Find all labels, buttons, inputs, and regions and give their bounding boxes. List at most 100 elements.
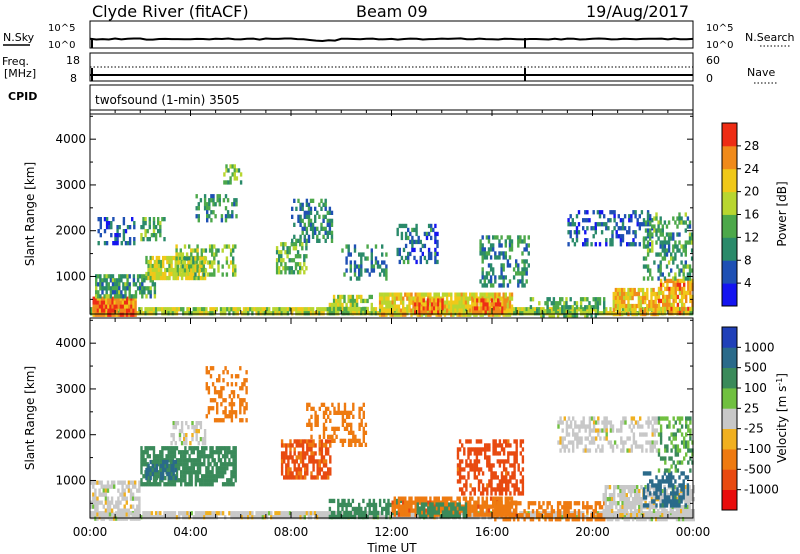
heatmap-cell	[146, 482, 149, 487]
heatmap-cell	[301, 447, 305, 452]
heatmap-cell	[219, 466, 223, 471]
heatmap-cell	[358, 506, 361, 512]
heatmap-cell	[657, 286, 661, 292]
heatmap-cell	[358, 414, 361, 419]
heatmap-cell	[157, 259, 161, 265]
heatmap-cell	[328, 511, 332, 516]
heatmap-cell	[435, 306, 438, 311]
heatmap-cell	[680, 260, 683, 265]
heatmap-cell	[124, 286, 127, 291]
heatmap-cell	[400, 255, 404, 261]
heatmap-cell	[103, 294, 106, 299]
heatmap-cell	[283, 455, 286, 460]
heatmap-cell	[314, 226, 317, 231]
heatmap-cell	[687, 282, 690, 288]
heatmap-cell	[232, 272, 235, 277]
colorbar-swatch	[722, 191, 737, 215]
heatmap-cell	[362, 498, 365, 504]
heatmap-cell	[684, 252, 687, 257]
heatmap-cell	[471, 504, 474, 509]
heatmap-cell	[131, 504, 135, 509]
heatmap-cell	[172, 421, 175, 426]
heatmap-cell	[210, 210, 213, 215]
heatmap-cell	[387, 308, 390, 313]
heatmap-cell	[508, 243, 512, 248]
heatmap-cell	[121, 300, 125, 305]
heatmap-cell	[145, 294, 148, 299]
heatmap-cell	[203, 441, 207, 446]
heatmap-cell	[416, 506, 419, 511]
heatmap-cell	[494, 439, 497, 444]
heatmap-cell	[259, 511, 262, 516]
heatmap-cell	[134, 508, 137, 513]
heatmap-cell	[478, 306, 481, 311]
heatmap-cell	[657, 264, 660, 269]
heatmap-cell	[490, 487, 493, 492]
heatmap-cell	[385, 296, 388, 301]
heatmap-cell	[113, 484, 116, 489]
heatmap-cell	[420, 514, 424, 519]
heatmap-cell	[328, 210, 332, 215]
heatmap-cell	[432, 227, 435, 233]
heatmap-cell	[680, 216, 683, 221]
heatmap-cell	[651, 307, 654, 312]
heatmap-cell	[220, 386, 223, 391]
heatmap-cell	[173, 478, 177, 483]
heatmap-cell	[690, 248, 694, 253]
heatmap-cell	[335, 410, 338, 415]
heatmap-cell	[318, 451, 321, 456]
heatmap-cell	[286, 307, 290, 312]
heatmap-cell	[129, 492, 133, 497]
heatmap-cell	[293, 439, 296, 444]
heatmap-cell	[515, 515, 518, 520]
heatmap-cell	[128, 304, 131, 309]
heatmap-cell	[121, 508, 124, 513]
heatmap-cell	[640, 210, 644, 215]
heatmap-cell	[341, 442, 345, 447]
heatmap-cell	[521, 283, 524, 288]
heatmap-cell	[108, 516, 112, 521]
heatmap-cell	[291, 511, 294, 516]
heatmap-cell	[559, 309, 562, 314]
heatmap-cell	[668, 294, 671, 300]
heatmap-cell	[221, 511, 225, 516]
heatmap-cell	[316, 418, 319, 423]
heatmap-cell	[412, 311, 415, 316]
heatmap-cell	[628, 218, 631, 223]
heatmap-cell	[122, 229, 126, 234]
heatmap-cell	[674, 240, 677, 245]
heatmap-cell	[360, 294, 363, 300]
heatmap-cell	[466, 504, 470, 509]
heatmap-cell	[268, 511, 271, 516]
heatmap-cell	[318, 214, 321, 219]
heatmap-cell	[505, 439, 508, 444]
heatmap-cell	[642, 276, 646, 281]
heatmap-cell	[116, 225, 119, 230]
heatmap-cell	[651, 218, 654, 223]
heatmap-cell	[368, 311, 371, 316]
heatmap-cell	[226, 478, 229, 483]
heatmap-cell	[434, 239, 437, 245]
heatmap-cell	[217, 466, 221, 471]
heatmap-cell	[314, 515, 317, 520]
heatmap-cell	[355, 302, 359, 308]
heatmap-cell	[208, 248, 212, 253]
heatmap-cell	[571, 305, 574, 310]
heatmap-cell	[473, 467, 476, 472]
heatmap-cell	[270, 515, 273, 520]
heatmap-cell	[512, 513, 516, 518]
heatmap-cell	[586, 226, 589, 231]
heatmap-cell	[308, 418, 311, 423]
heatmap-cell	[123, 508, 126, 513]
heatmap-cell	[510, 496, 514, 501]
heatmap-cell	[200, 248, 203, 253]
heatmap-cell	[314, 451, 317, 456]
heatmap-cell	[153, 290, 157, 295]
heatmap-cell	[170, 467, 173, 473]
heatmap-cell	[674, 244, 677, 249]
heatmap-cell	[498, 443, 502, 448]
heatmap-cell	[400, 235, 404, 241]
heatmap-cell	[364, 510, 367, 516]
heatmap-cell	[286, 266, 289, 271]
heatmap-cell	[153, 263, 157, 269]
